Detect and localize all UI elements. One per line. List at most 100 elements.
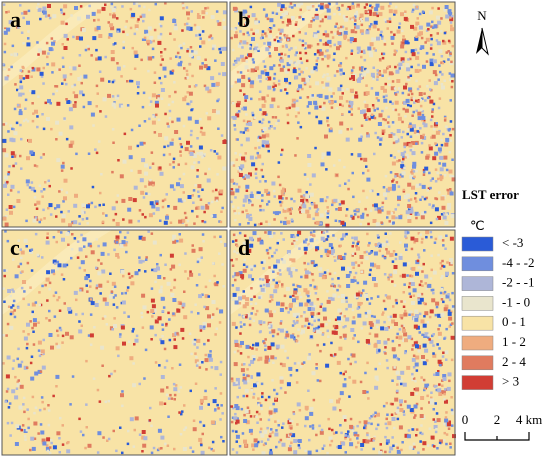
raster-pixel [388,9,393,14]
raster-pixel [445,213,449,216]
raster-pixel [381,35,384,38]
raster-pixel [371,104,375,107]
raster-pixel [159,16,164,21]
raster-pixel [152,240,157,245]
raster-pixel [331,428,334,432]
raster-pixel [326,206,329,209]
raster-pixel [258,277,262,281]
raster-pixel [449,174,452,178]
raster-pixel [392,141,396,145]
raster-pixel [428,338,431,341]
raster-pixel [141,435,146,440]
raster-pixel [304,249,307,253]
raster-pixel [395,138,400,143]
raster-pixel [376,348,379,351]
raster-pixel [285,45,288,49]
raster-pixel [415,79,418,83]
raster-pixel [107,253,110,256]
raster-pixel [403,142,408,147]
raster-pixel [269,432,272,436]
raster-pixel [364,113,367,116]
raster-pixel [20,360,24,364]
raster-pixel [401,66,404,69]
raster-pixel [234,412,237,416]
raster-pixel [22,66,25,70]
raster-pixel [29,150,34,155]
raster-pixel [366,133,370,138]
raster-pixel [199,405,203,410]
raster-pixel [412,354,416,357]
raster-pixel [267,85,272,90]
raster-pixel [186,76,189,79]
raster-pixel [338,129,343,134]
raster-pixel [308,85,312,88]
raster-pixel [431,177,434,180]
raster-pixel [342,333,347,338]
raster-pixel [435,217,439,221]
raster-pixel [307,154,312,158]
raster-pixel [20,286,24,290]
raster-pixel [304,46,307,50]
raster-pixel [261,194,264,197]
raster-pixel [386,121,390,124]
raster-pixel [279,32,282,35]
raster-pixel [315,81,320,86]
raster-pixel [354,271,358,275]
raster-pixel [374,411,377,414]
raster-pixel [9,312,13,316]
raster-pixel [369,4,372,7]
raster-pixel [245,297,250,302]
raster-pixel [268,52,271,55]
raster-pixel [376,69,379,72]
raster-pixel [319,349,322,353]
raster-pixel [259,418,262,421]
raster-pixel [292,69,297,74]
raster-pixel [33,196,37,199]
raster-pixel [6,74,10,78]
raster-pixel [407,231,410,234]
raster-pixel [189,152,194,156]
raster-pixel [275,445,278,449]
raster-pixel [196,137,199,140]
raster-pixel [442,39,445,43]
raster-pixel [445,358,448,361]
raster-pixel [439,70,442,74]
raster-pixel [54,85,57,88]
raster-pixel [442,374,447,378]
raster-pixel [174,384,178,387]
raster-pixel [404,50,408,54]
raster-pixel [16,88,19,92]
raster-pixel [334,318,338,321]
raster-pixel [154,100,159,105]
raster-pixel [167,311,170,315]
raster-pixel [434,197,437,200]
raster-pixel [242,394,245,398]
raster-pixel [180,145,183,149]
raster-pixel [16,382,21,387]
raster-pixel [372,447,375,451]
raster-pixel [6,180,9,184]
raster-pixel [235,103,240,108]
raster-pixel [421,110,424,113]
raster-pixel [247,222,250,225]
raster-pixel [261,140,266,145]
raster-pixel [96,9,101,14]
raster-pixel [415,402,419,406]
raster-pixel [181,29,184,32]
raster-pixel [140,311,143,315]
raster-pixel [411,148,414,151]
raster-pixel [290,47,293,50]
raster-pixel [41,113,44,116]
raster-pixel [235,158,238,161]
raster-pixel [262,111,267,116]
raster-pixel [208,35,211,39]
raster-pixel [72,66,77,71]
raster-pixel [245,56,248,59]
raster-pixel [420,215,425,220]
raster-pixel [95,48,98,52]
raster-pixel [323,444,326,447]
raster-pixel [244,65,249,70]
raster-pixel [407,128,410,131]
raster-pixel [442,212,446,215]
raster-pixel [264,338,267,341]
